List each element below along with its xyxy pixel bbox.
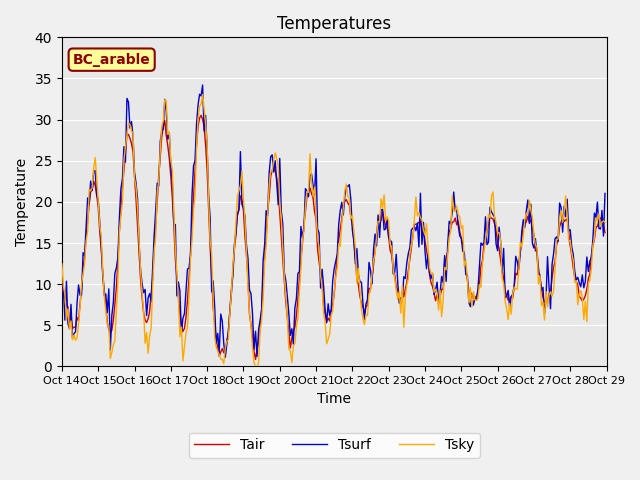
Tsky xyxy=(199,92,207,97)
Tsky xyxy=(299,237,307,242)
Tsurf xyxy=(58,281,66,287)
Y-axis label: Temperature: Temperature xyxy=(15,158,29,246)
Tsurf xyxy=(199,82,207,88)
Tsky xyxy=(125,120,132,126)
Tair xyxy=(58,280,66,286)
Text: BC_arable: BC_arable xyxy=(73,53,150,67)
Tsurf xyxy=(601,191,609,196)
Tair xyxy=(239,207,247,213)
Line: Tsky: Tsky xyxy=(62,95,605,366)
Legend: Tair, Tsurf, Tsky: Tair, Tsurf, Tsky xyxy=(189,432,479,458)
Tsky xyxy=(574,302,582,308)
Tair xyxy=(221,348,229,354)
Tsurf xyxy=(250,347,258,352)
Tsky xyxy=(252,363,259,369)
Tsky xyxy=(221,346,229,351)
Tsky xyxy=(249,345,257,351)
Tsky xyxy=(239,196,247,202)
Tair xyxy=(299,241,307,247)
Line: Tsurf: Tsurf xyxy=(62,85,605,357)
Tsurf xyxy=(223,342,230,348)
Tair xyxy=(574,281,582,287)
Tsurf xyxy=(299,235,307,241)
Tsurf xyxy=(125,99,132,105)
Tair xyxy=(601,230,609,236)
Line: Tair: Tair xyxy=(62,115,605,360)
Tsky xyxy=(58,261,66,267)
Title: Temperatures: Temperatures xyxy=(277,15,391,33)
Tsky xyxy=(601,219,609,225)
X-axis label: Time: Time xyxy=(317,392,351,406)
Tair xyxy=(252,357,259,362)
Tsurf xyxy=(221,354,229,360)
Tsurf xyxy=(241,214,249,219)
Tair xyxy=(197,112,205,118)
Tsurf xyxy=(574,275,582,280)
Tair xyxy=(249,335,257,341)
Tair xyxy=(125,132,132,137)
